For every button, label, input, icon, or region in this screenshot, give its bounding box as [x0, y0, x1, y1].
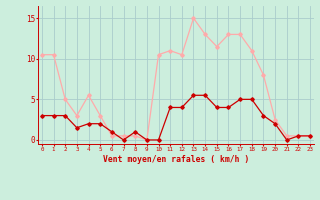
- X-axis label: Vent moyen/en rafales ( km/h ): Vent moyen/en rafales ( km/h ): [103, 155, 249, 164]
